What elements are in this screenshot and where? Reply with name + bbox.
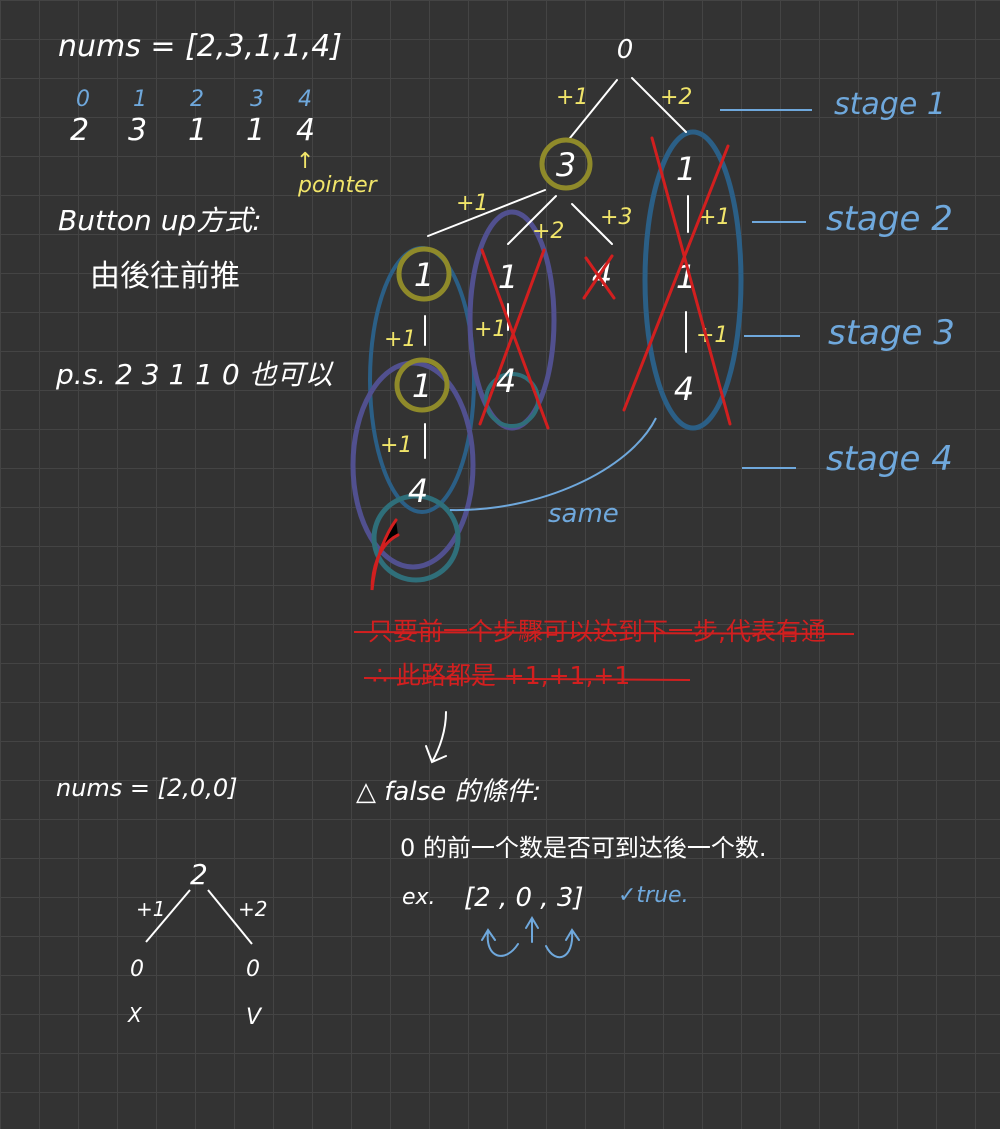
example-result: ✓true. (618, 883, 689, 908)
false-title: △ false 的條件: (356, 777, 541, 807)
edge-label-root-right: +2 (660, 85, 692, 110)
value-2: 1 (188, 113, 207, 148)
index-row: 0 1 2 3 4 (76, 87, 312, 112)
edge-3-to-mid-1 (507, 195, 557, 245)
edge-label-3-left: +1 (456, 191, 488, 216)
example-prefix: ex. (402, 885, 436, 910)
node-mid-1: 1 (498, 258, 518, 296)
bottom-edge-right (207, 889, 253, 945)
node-3: 3 (556, 146, 576, 184)
value-0: 2 (70, 113, 89, 148)
node-root: 0 (617, 35, 634, 65)
cross-node-4 (582, 254, 616, 300)
jump-arrow-right (545, 928, 580, 959)
edge-label-mid: +1 (474, 317, 506, 342)
bottom-example: nums = [2,0,0] 2 +1 +2 0 0 X V (56, 774, 267, 1030)
edge-label-3-mid: +2 (532, 219, 564, 244)
index-3: 3 (250, 87, 264, 112)
ps-note: p.s. 2 3 1 1 0 也可以 (55, 358, 335, 391)
node-left-2-highlight (394, 357, 450, 413)
value-row: 2 3 1 1 4 (70, 113, 315, 148)
index-2: 2 (190, 87, 204, 112)
node-left-2: 1 (412, 367, 432, 405)
node-right-1-top: 1 (676, 150, 696, 188)
nums-array-label: nums = [2,3,1,1,4] (58, 29, 342, 64)
bottom-right-mark: V (246, 1005, 263, 1030)
edge-3-to-left-1 (427, 189, 546, 237)
bottom-root: 2 (190, 858, 208, 891)
bottom-right-leaf: 0 (246, 957, 260, 982)
cross-mid-branch (478, 248, 550, 430)
strike-1 (353, 631, 855, 635)
method-description: 由後往前推 (90, 259, 240, 294)
value-1: 3 (128, 113, 147, 148)
bottom-edge-right-label: +2 (238, 897, 267, 921)
stage-3: stage 3 (828, 313, 955, 353)
struck-notes: 只要前一个步驟可以达到下一步,代表有通 ∴ 此路都是 +1,+1,+1 (353, 617, 855, 690)
edge-root-to-right-1 (631, 77, 687, 133)
cross-right-branch (622, 136, 732, 426)
node-left-1-highlight (396, 246, 452, 302)
bottom-edge-left-label: +1 (136, 897, 165, 921)
check-mark-bottom (370, 518, 400, 591)
stage-texts: stage 1 stage 2 stage 3 stage 4 (826, 87, 955, 479)
jump-arrow-left (481, 928, 519, 957)
edge-3-to-4 (571, 203, 613, 245)
down-arrow (425, 711, 447, 764)
highlight-circle-bottom-4 (371, 493, 461, 583)
top-notes: nums = [2,3,1,1,4] 0 1 2 3 4 2 3 1 1 4 ↑… (55, 29, 379, 391)
pointer-label: pointer (297, 173, 379, 198)
edge-label-left-1: +1 (384, 327, 416, 352)
method-title: Button up方式: (58, 204, 262, 237)
stage-2: stage 2 (826, 199, 953, 239)
bottom-left-leaf: 0 (130, 957, 144, 982)
node-mid-4: 4 (496, 362, 516, 400)
strike-2 (363, 677, 691, 681)
jump-arrow-mid (525, 916, 539, 943)
example-array: [2 , 0 , 3] (464, 883, 584, 913)
node-left-4: 4 (408, 472, 428, 510)
jump-tree: +1 +2 +1 +2 +3 +1 +1 +1 +1 +1 0 3 1 1 4 … (350, 35, 744, 591)
stage-labels (720, 109, 812, 469)
edge-label-root-left: +1 (556, 85, 588, 110)
stage-1: stage 1 (834, 87, 946, 122)
bottom-edge-left (145, 889, 191, 943)
edge-labels: +1 +2 +1 +2 +3 +1 +1 +1 +1 +1 (380, 85, 730, 458)
node-3-highlight (539, 137, 593, 191)
value-3: 1 (246, 113, 265, 148)
node-left-1: 1 (414, 256, 434, 294)
false-description: 0 的前一个数是否可到达後一个数. (400, 834, 767, 862)
index-1: 1 (133, 87, 147, 112)
bottom-left-mark: X (127, 1003, 143, 1027)
stage-4: stage 4 (826, 439, 953, 479)
tree-nodes: 0 3 1 1 4 1 4 4 1 1 4 (394, 35, 696, 510)
cross-marks (370, 136, 732, 591)
edge-root-to-3 (569, 79, 618, 139)
pointer-arrow: ↑ (296, 149, 314, 174)
path-oval-right (642, 129, 744, 431)
value-4: 4 (296, 113, 315, 148)
index-0: 0 (76, 87, 90, 112)
index-4: 4 (298, 87, 312, 112)
same-label: same (548, 499, 619, 529)
node-right-4: 4 (674, 370, 694, 408)
struck-line-2: ∴ 此路都是 +1,+1,+1 (372, 661, 630, 690)
example-jump-arrows (481, 916, 580, 959)
edge-label-3-right: +3 (600, 205, 632, 230)
edge-label-right-2: +1 (696, 323, 728, 348)
same-connector (449, 417, 657, 512)
edge-label-left-2: +1 (380, 433, 412, 458)
nums-array-label-2: nums = [2,0,0] (56, 774, 237, 802)
false-condition: △ false 的條件: 0 的前一个数是否可到达後一个数. ex. [2 , … (356, 777, 767, 959)
